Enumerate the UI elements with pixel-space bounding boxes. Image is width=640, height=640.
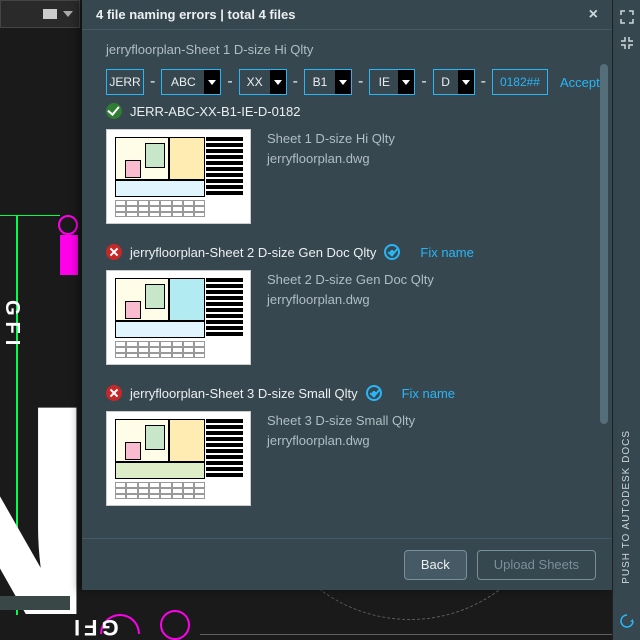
segment-originator[interactable]	[161, 69, 221, 95]
file-card: Sheet 1 D-size Hi Qlty jerryfloorplan.dw…	[106, 129, 588, 224]
cad-text-gfi-2: GFI	[70, 614, 119, 640]
fix-icon[interactable]	[366, 385, 382, 401]
resolved-name: JERR-ABC-XX-B1-IE-D-0182	[130, 104, 301, 119]
source-file: jerryfloorplan.dwg	[267, 290, 434, 310]
sheet-name: Sheet 3 D-size Small Qlty	[267, 411, 415, 431]
original-filename: jerryfloorplan-Sheet 1 D-size Hi Qlty	[106, 42, 588, 57]
segment-number[interactable]	[492, 69, 548, 95]
fix-icon[interactable]	[384, 244, 400, 260]
panel-footer: Back Upload Sheets	[82, 538, 612, 590]
segment-role[interactable]	[433, 69, 475, 95]
fix-name-button[interactable]: Fix name	[420, 245, 473, 260]
file-row: jerryfloorplan-Sheet 2 D-size Gen Doc Ql…	[106, 244, 588, 260]
file-row: jerryfloorplan-Sheet 3 D-size Small Qlty…	[106, 385, 588, 401]
dropdown-caret-icon[interactable]	[63, 11, 73, 17]
back-button[interactable]: Back	[404, 550, 467, 580]
layout-icon[interactable]	[43, 9, 57, 19]
expand-icon[interactable]	[618, 8, 636, 26]
toolbar-fragment	[0, 0, 80, 28]
source-file: jerryfloorplan.dwg	[267, 431, 415, 451]
scrollbar[interactable]	[600, 64, 608, 478]
upload-sheets-button[interactable]: Upload Sheets	[477, 550, 596, 580]
code-builder-row: - - - - - - Accept	[106, 69, 588, 95]
status-error-icon	[106, 244, 122, 260]
file-card: Sheet 2 D-size Gen Doc Qlty jerryfloorpl…	[106, 270, 588, 365]
close-icon[interactable]: ×	[589, 6, 598, 24]
rail-label[interactable]: PUSH TO AUTODESK DOCS	[621, 410, 632, 604]
sheet-thumbnail[interactable]	[106, 411, 251, 506]
sheet-thumbnail[interactable]	[106, 270, 251, 365]
naming-errors-panel: 4 file naming errors | total 4 files × j…	[82, 0, 612, 590]
sheet-name: Sheet 1 D-size Hi Qlty	[267, 129, 395, 149]
source-file: jerryfloorplan.dwg	[267, 149, 395, 169]
status-ok-icon	[106, 103, 122, 119]
sheet-thumbnail[interactable]	[106, 129, 251, 224]
bad-name: jerryfloorplan-Sheet 3 D-size Small Qlty	[130, 386, 358, 401]
scrollbar-thumb[interactable]	[600, 64, 608, 424]
segment-input[interactable]	[107, 75, 143, 89]
accept-button[interactable]: Accept	[560, 75, 600, 90]
segment-level[interactable]	[304, 69, 352, 95]
bad-name: jerryfloorplan-Sheet 2 D-size Gen Doc Ql…	[130, 245, 376, 260]
right-rail: PUSH TO AUTODESK DOCS	[612, 0, 640, 640]
segment-volume[interactable]	[239, 69, 287, 95]
fix-name-button[interactable]: Fix name	[402, 386, 455, 401]
file-card: Sheet 3 D-size Small Qlty jerryfloorplan…	[106, 411, 588, 506]
segment-project[interactable]	[106, 69, 144, 95]
sync-icon[interactable]	[618, 612, 636, 630]
collapse-icon[interactable]	[618, 34, 636, 52]
status-error-icon	[106, 385, 122, 401]
cad-text-gfi: GFI	[0, 300, 23, 351]
panel-header: 4 file naming errors | total 4 files ×	[82, 0, 612, 30]
panel-title: 4 file naming errors | total 4 files	[96, 7, 295, 22]
sheet-name: Sheet 2 D-size Gen Doc Qlty	[267, 270, 434, 290]
segment-type[interactable]	[369, 69, 415, 95]
file-row: JERR-ABC-XX-B1-IE-D-0182	[106, 103, 588, 119]
